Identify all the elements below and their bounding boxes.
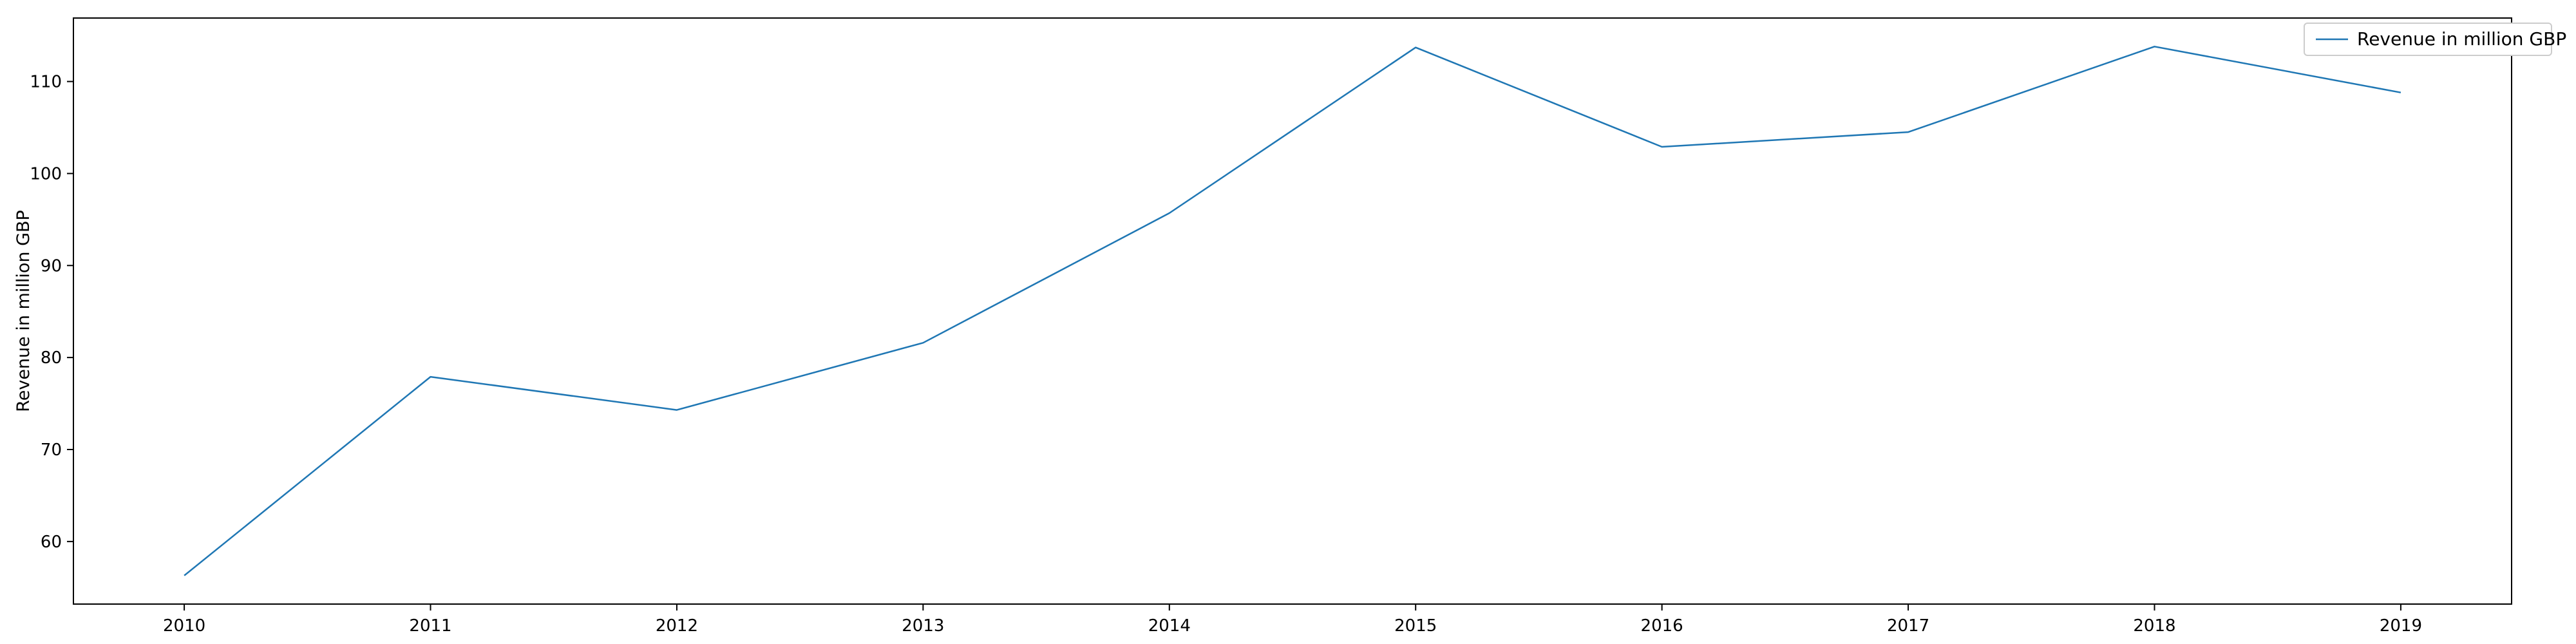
legend-box	[2304, 23, 2552, 56]
data-point	[2152, 44, 2156, 48]
y-axis: 60 70 80 90 100 110	[30, 73, 73, 552]
series-layer	[182, 44, 2403, 578]
x-tick-label: 2016	[1641, 616, 1683, 636]
y-tick-label: 90	[41, 256, 62, 276]
y-tick-label: 80	[41, 348, 62, 368]
plot-area	[73, 17, 2512, 605]
legend-label: Revenue in million GBP	[2357, 28, 2566, 50]
data-point	[1660, 145, 1664, 149]
y-tick-label: 70	[41, 440, 62, 460]
x-tick-label: 2013	[902, 616, 944, 636]
data-point	[675, 408, 679, 412]
x-tick-label: 2018	[2133, 616, 2175, 636]
data-point	[921, 341, 925, 345]
series-line-0	[184, 46, 2401, 576]
y-axis-title: Revenue in million GBP	[14, 210, 33, 412]
x-tick-label: 2019	[2380, 616, 2422, 636]
x-tick-label: 2011	[409, 616, 451, 636]
y-tick-label: 110	[30, 73, 62, 92]
data-point	[2399, 91, 2403, 95]
x-tick-label: 2015	[1394, 616, 1437, 636]
x-tick-label: 2012	[656, 616, 698, 636]
data-point	[1906, 130, 1910, 134]
legend: Revenue in million GBP	[2304, 23, 2566, 56]
y-tick-label: 60	[41, 533, 62, 552]
x-tick-label: 2014	[1148, 616, 1191, 636]
data-point	[182, 574, 186, 578]
x-tick-label: 2017	[1887, 616, 1929, 636]
y-tick-label: 100	[30, 164, 62, 184]
x-axis: 2010 2011 2012 2013 2014 2015 2016 2017 2018 2019	[163, 604, 2422, 636]
data-point	[1414, 46, 1417, 50]
x-tick-label: 2010	[163, 616, 205, 636]
data-point	[1168, 211, 1171, 215]
data-point	[429, 375, 433, 379]
